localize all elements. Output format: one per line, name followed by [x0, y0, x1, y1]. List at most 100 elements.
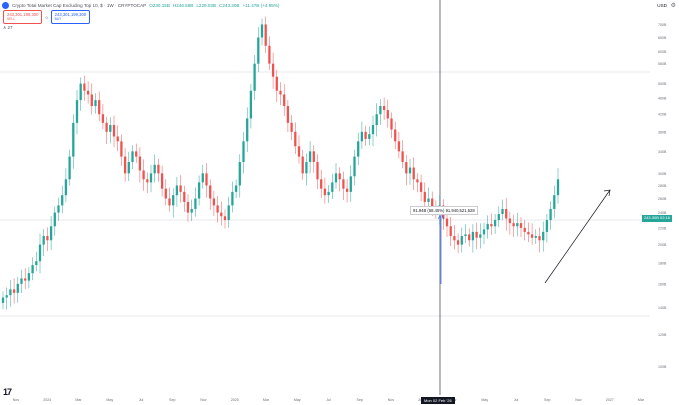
- candle-body: [549, 208, 552, 221]
- candle-body: [216, 205, 219, 213]
- y-tick-label: 240B: [658, 211, 667, 215]
- buy-label: BUY: [54, 17, 62, 21]
- y-tick-label: 280B: [658, 184, 667, 188]
- ohlc-open: O230.15B: [149, 3, 170, 8]
- candle-body: [542, 231, 545, 241]
- y-tick-label: 700B: [658, 23, 667, 27]
- candle-body: [153, 164, 156, 174]
- candle-body: [353, 156, 356, 177]
- y-tick-label: 300B: [658, 172, 667, 176]
- candle-body: [297, 146, 301, 157]
- candle-body: [16, 283, 19, 293]
- sell-button[interactable]: 243,301,199,300 SELL: [3, 10, 43, 24]
- candle-body: [264, 24, 267, 46]
- candle-body: [312, 151, 315, 163]
- x-tick-label: Jul: [139, 398, 144, 402]
- candle-body: [427, 198, 430, 202]
- y-tick-label: 100B: [658, 365, 667, 369]
- candle-body: [79, 83, 82, 101]
- y-tick-label: 560B: [658, 62, 667, 66]
- ohlc-change: +11.47B (+4.95%): [242, 3, 280, 8]
- chart-header: Crypto Total Market Cap Excluding Top 10…: [2, 2, 279, 9]
- tradingview-logo-icon[interactable]: 17: [3, 387, 12, 397]
- candle-body: [530, 234, 534, 238]
- candle-body: [323, 188, 327, 196]
- y-tick-label: 380B: [658, 130, 667, 134]
- candle-body: [75, 100, 79, 123]
- candle-body: [257, 37, 260, 64]
- indicators-collapse-button[interactable]: ∧ 27: [3, 25, 13, 30]
- candle-body: [109, 125, 112, 132]
- candle-body: [260, 24, 264, 38]
- candle-body: [364, 131, 367, 139]
- candle-body: [112, 125, 116, 137]
- candle-body: [553, 195, 556, 209]
- candle-body: [46, 236, 49, 241]
- y-tick-label: 420B: [658, 113, 667, 117]
- candle-body: [209, 185, 212, 199]
- candle-body: [460, 236, 463, 245]
- y-tick-label: 160B: [658, 282, 667, 286]
- currency-label[interactable]: USD: [657, 3, 667, 8]
- candle-body: [501, 208, 504, 215]
- candle-body: [101, 114, 105, 123]
- candle-body: [186, 201, 190, 213]
- candle-body: [490, 223, 493, 227]
- candle-body: [9, 289, 12, 296]
- candle-body: [342, 179, 345, 189]
- candle-body: [345, 188, 349, 192]
- candle-body: [197, 182, 201, 199]
- candle-body: [68, 156, 71, 180]
- candle-body: [116, 136, 119, 142]
- x-tick-label: May: [481, 398, 488, 402]
- cryptocap-logo-icon: [2, 2, 9, 9]
- candle-body: [334, 173, 338, 183]
- ohlc-low: L229.03B: [196, 3, 217, 8]
- candle-body: [253, 63, 256, 91]
- x-tick-label: Sep: [357, 398, 363, 402]
- x-tick-label: Nov: [388, 398, 395, 402]
- candle-body: [271, 63, 275, 77]
- candle-body: [35, 261, 38, 266]
- candle-body: [556, 179, 560, 196]
- symbol-title[interactable]: Crypto Total Market Cap Excluding Top 10…: [12, 3, 147, 8]
- candle-body: [183, 191, 186, 202]
- candle-body: [53, 212, 56, 227]
- candle-body: [57, 205, 60, 213]
- candle-body: [527, 231, 530, 235]
- candle-body: [234, 185, 238, 192]
- candle-body: [401, 151, 404, 163]
- candle-body: [538, 236, 541, 241]
- x-tick-label: 2025: [231, 398, 239, 402]
- buy-button[interactable]: 243,301,199,300 BUY: [50, 10, 91, 24]
- candle-body: [179, 185, 182, 192]
- current-price-tag: 243.30B 02:16: [641, 215, 672, 222]
- y-tick-label: 340B: [658, 150, 667, 154]
- candle-body: [201, 173, 204, 183]
- candle-body: [360, 131, 364, 142]
- y-tick-label: 460B: [658, 97, 667, 101]
- candle-body: [212, 198, 216, 206]
- candle-body: [268, 45, 271, 64]
- y-tick-label: 650B: [658, 36, 667, 40]
- x-tick-label: May: [106, 398, 113, 402]
- candle-body: [61, 195, 64, 206]
- x-tick-label: Jul: [326, 398, 331, 402]
- candle-body: [275, 76, 278, 91]
- candle-body: [279, 90, 282, 95]
- x-tick-label: Mar: [263, 398, 270, 402]
- candle-body: [72, 122, 75, 157]
- y-tick-label: 260B: [658, 197, 667, 201]
- x-tick-label: Mar: [638, 398, 645, 402]
- candle-body: [497, 214, 500, 221]
- y-tick-label: 500B: [658, 82, 667, 86]
- x-tick-label: Sep: [544, 398, 550, 402]
- spread-value: 0: [45, 14, 48, 20]
- candle-body: [149, 173, 153, 183]
- y-tick-label: 600B: [658, 50, 667, 54]
- candle-body: [12, 289, 16, 293]
- x-tick-label: May: [294, 398, 301, 402]
- gear-icon[interactable]: ⚙: [670, 3, 676, 9]
- candle-body: [419, 182, 423, 192]
